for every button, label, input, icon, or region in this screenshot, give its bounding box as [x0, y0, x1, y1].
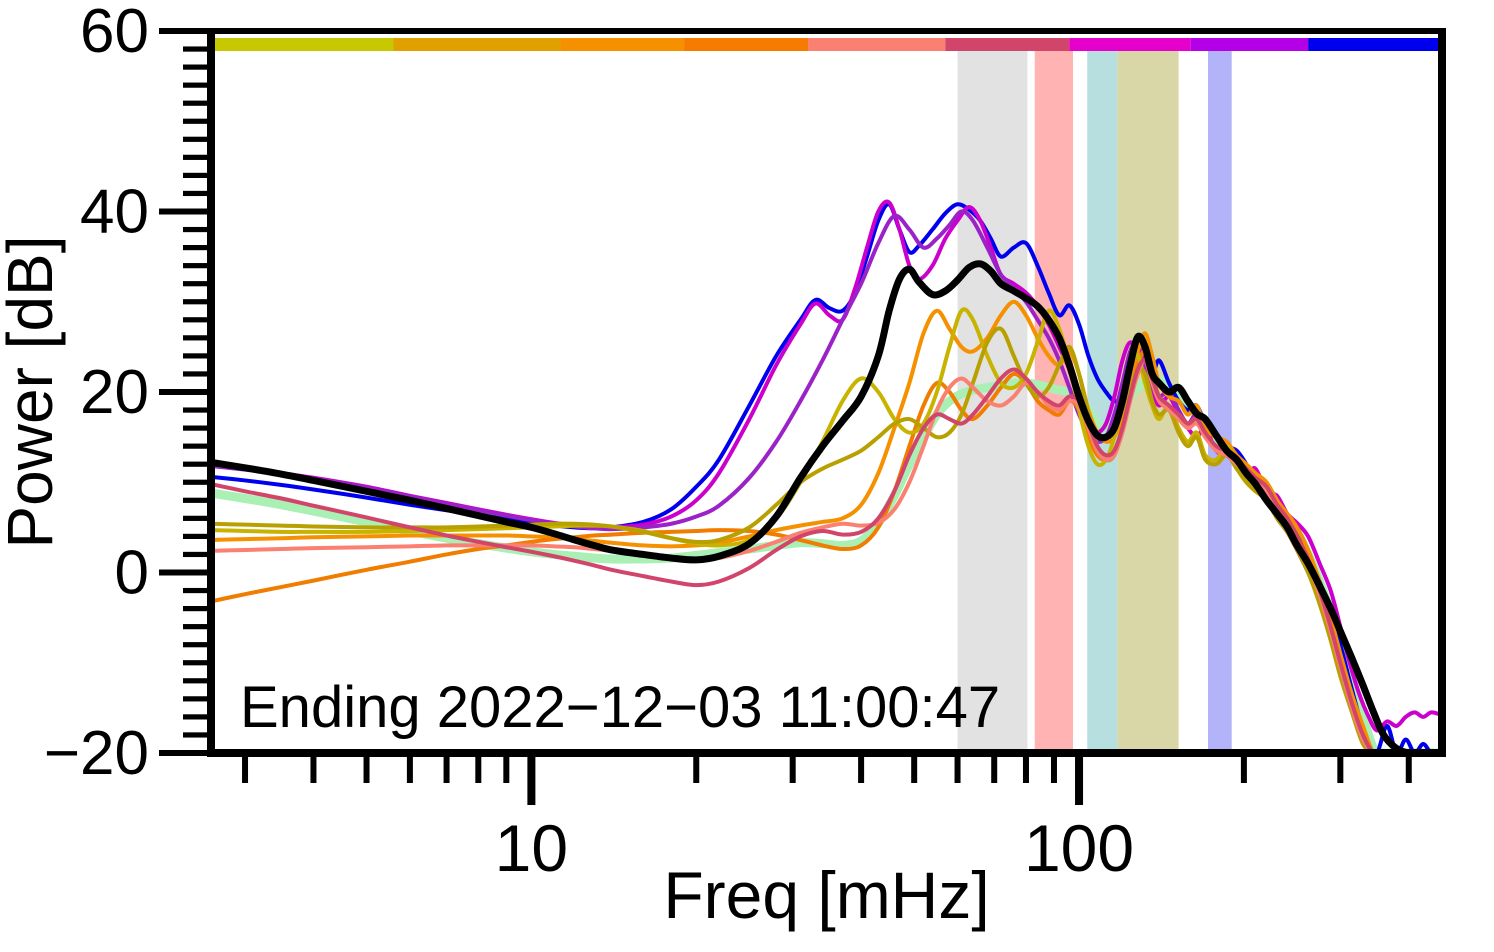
- y-tick-major: [159, 569, 211, 576]
- x-tick-minor: [310, 757, 317, 783]
- x-tick-label: 100: [1024, 811, 1134, 885]
- y-tick-minor: [183, 172, 211, 178]
- shaded-band-periwinkle: [1208, 51, 1232, 749]
- y-tick-label: 0: [115, 539, 149, 608]
- y-tick-minor: [183, 371, 211, 377]
- y-tick-major: [159, 389, 211, 395]
- y-tick-minor: [183, 154, 211, 160]
- band-orange: [560, 38, 685, 51]
- x-tick-minor: [1337, 757, 1344, 783]
- y-tick-minor: [183, 82, 211, 88]
- x-tick-minor: [1405, 757, 1412, 783]
- y-tick-label: 40: [80, 178, 149, 247]
- y-tick-minor: [183, 461, 211, 467]
- y-tick-minor: [183, 263, 211, 269]
- y-tick-minor: [183, 479, 211, 485]
- y-tick-minor: [183, 551, 211, 558]
- x-tick-minor: [363, 757, 370, 783]
- x-tick-minor: [991, 757, 998, 783]
- x-tick-minor: [789, 757, 796, 783]
- y-tick-minor: [183, 714, 211, 720]
- y-tick-minor: [183, 443, 211, 449]
- y-tick-minor: [183, 732, 211, 738]
- x-tick-minor: [1050, 757, 1057, 783]
- y-tick-minor: [183, 190, 211, 197]
- y-tick-minor: [183, 407, 211, 413]
- x-tick-minor: [1240, 757, 1247, 783]
- y-tick-minor: [183, 136, 211, 142]
- y-tick-minor: [183, 696, 211, 702]
- y-tick-minor: [183, 642, 211, 648]
- right-spine: [1438, 28, 1446, 756]
- band-purple: [1190, 38, 1309, 51]
- y-tick-major: [159, 28, 211, 34]
- x-tick-minor: [693, 757, 700, 783]
- y-tick-minor: [183, 46, 211, 52]
- x-tick-minor: [443, 757, 450, 783]
- y-tick-major: [159, 208, 211, 215]
- band-blue: [1308, 38, 1442, 51]
- series-spectrum-magenta: [211, 199, 1442, 733]
- band-magenta: [1069, 38, 1191, 51]
- y-tick-minor: [183, 497, 211, 503]
- y-axis-title: Power [dB]: [0, 235, 66, 548]
- x-axis-title: Freq [mHz]: [663, 858, 989, 932]
- y-tick-minor: [183, 281, 211, 287]
- x-tick-minor: [475, 757, 482, 783]
- y-tick-minor: [183, 335, 211, 341]
- y-tick-minor: [183, 299, 211, 305]
- y-tick-minor: [183, 226, 211, 233]
- series-group: [211, 199, 1442, 753]
- x-tick-major: [527, 757, 536, 805]
- y-tick-major: [159, 750, 211, 756]
- top-spine: [207, 28, 1446, 34]
- y-tick-minor: [183, 100, 211, 106]
- y-tick-label: 20: [80, 358, 149, 427]
- y-tick-minor: [183, 533, 211, 539]
- band-salmon: [808, 38, 946, 51]
- band-darkyellow: [393, 38, 561, 51]
- y-tick-minor: [183, 660, 211, 666]
- x-tick-major: [1075, 757, 1084, 805]
- y-tick-minor: [183, 245, 211, 251]
- ending-timestamp-annotation: Ending 2022−12−03 11:00:47: [240, 675, 1000, 740]
- y-tick-minor: [183, 606, 211, 612]
- x-tick-minor: [858, 757, 865, 783]
- y-tick-minor: [183, 317, 211, 323]
- y-tick-label: −20: [44, 719, 149, 788]
- y-tick-minor: [183, 353, 211, 359]
- y-tick-minor: [183, 678, 211, 684]
- y-tick-minor: [183, 515, 211, 521]
- band-olive: [211, 38, 394, 51]
- x-tick-minor: [242, 757, 249, 783]
- x-tick-minor: [911, 757, 918, 783]
- y-tick-minor: [183, 624, 211, 630]
- band-crimson: [945, 38, 1070, 51]
- y-tick-minor: [183, 587, 211, 594]
- y-tick-label: 60: [80, 0, 149, 66]
- y-tick-minor: [183, 118, 211, 124]
- series-mean-spectrum: [211, 260, 1442, 753]
- band-darkorange: [684, 38, 809, 51]
- y-tick-minor: [183, 64, 211, 70]
- x-tick-minor: [954, 757, 961, 783]
- x-axis-spine: [207, 749, 1446, 757]
- x-tick-minor: [406, 757, 413, 783]
- x-tick-minor: [503, 757, 510, 783]
- x-tick-label: 10: [495, 811, 568, 885]
- x-tick-minor: [1022, 757, 1029, 783]
- y-tick-minor: [183, 425, 211, 431]
- series-spectrum-crimson: [211, 358, 1442, 753]
